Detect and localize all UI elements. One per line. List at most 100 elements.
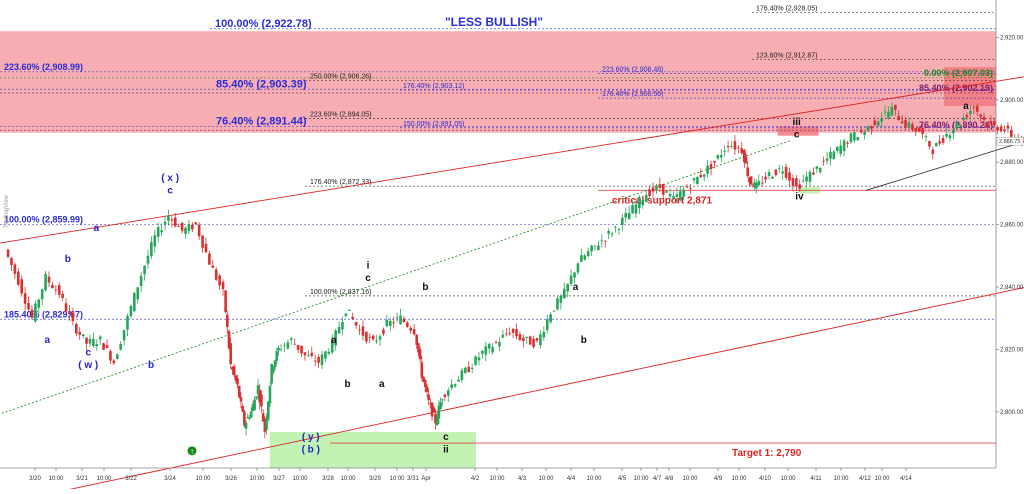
candle-body [171,219,174,220]
candle-body [972,107,975,108]
x-tick-label: 10:00 [389,476,405,482]
x-tick-label: Apr [421,476,430,482]
x-tick-label: 4/3 [518,476,527,482]
candle-body [699,175,702,177]
candle-body [106,345,109,348]
candle-body [297,345,300,350]
candle-body [58,285,61,295]
level-label: 223.60% (2,908.99) [4,62,83,72]
x-tick-label: 4/14 [900,476,912,482]
wave-label: a [963,101,969,112]
x-tick-label: 10:00 [731,476,747,482]
candle-body [457,380,460,382]
x-tick-label: 10:00 [874,476,890,482]
candle-body [72,313,75,321]
candle-body [20,279,23,293]
candle-body [921,128,924,134]
candle-body [351,317,354,319]
candle-body [348,310,351,311]
candle-body [375,340,378,341]
candle-body [181,223,184,231]
candle-body [485,346,488,354]
candle-body [14,264,17,273]
candle-body [529,336,532,344]
candle-body [447,390,450,396]
candle-body [34,304,37,322]
x-tick-label: 3/29 [369,476,381,482]
level-label: 150.00% (2,891.05) [403,121,465,128]
candle-body [198,225,201,237]
candle-body [532,339,535,347]
candle-body [419,349,422,359]
candle-body [89,339,92,344]
candle-body [75,324,78,334]
candle-body [764,177,767,180]
candle-body [31,310,34,318]
candle-body [44,274,47,290]
x-tick-label: 10:00 [48,476,64,482]
candle-body [240,397,243,401]
candle-body [645,195,648,202]
candle-body [911,124,914,130]
candle-body [328,352,331,354]
x-tick-label: 3/22 [125,476,137,482]
candle-body [341,322,344,329]
candle-body [860,130,863,133]
wave-label: a [573,282,579,293]
candle-body [887,112,890,119]
candle-body [392,322,395,323]
candle-body [836,147,839,151]
candle-body [693,178,696,180]
x-tick-label: 10:00 [195,476,211,482]
candle-body [553,311,556,312]
candle-body [372,336,375,340]
x-tick-label: 10:00 [340,476,356,482]
candle-body [662,184,665,195]
y-tick-label: 2,820.00 [1000,347,1024,353]
candle-body [157,227,160,237]
candle-body [853,132,856,140]
candle-body [631,205,634,213]
candle-body [938,141,941,143]
candle-body [798,184,801,188]
wave-label: ( x ) [161,173,179,184]
candle-body [403,319,406,322]
resistance-zone-main [0,31,996,132]
candle-body [904,120,907,128]
candle-body [833,151,836,158]
candle-body [95,344,98,346]
x-tick-label: 4/11 [810,476,822,482]
candle-body [321,354,324,365]
candle-body [362,327,365,336]
candle-body [1000,126,1003,131]
candle-body [224,290,227,312]
level-label: 100.00% (2,859.99) [4,215,83,225]
wave-label: b [345,379,351,390]
candle-body [624,213,627,217]
candle-body [863,132,866,135]
candle-body [379,336,382,339]
candle-body [208,254,211,265]
candle-body [601,240,604,241]
candle-body [450,384,453,388]
candle-body [816,166,819,169]
x-tick-label: 3/20 [29,476,41,482]
wave-label: ( b ) [302,444,320,455]
candle-body [515,329,518,336]
candle-body [775,170,778,175]
candle-body [822,161,825,162]
y-tick-label: 2,920.00 [1000,35,1024,41]
candle-body [61,294,64,298]
candle-body [689,188,692,189]
candle-body [604,241,607,242]
candle-body [413,329,416,334]
candle-body [874,120,877,124]
candle-body [310,353,313,356]
wave-label: ( y ) [302,432,320,443]
candle-body [386,320,389,326]
candle-body [686,187,689,188]
level-label: 176.40% (2,872.33) [310,179,372,186]
candle-body [495,342,498,343]
candle-body [436,418,439,425]
